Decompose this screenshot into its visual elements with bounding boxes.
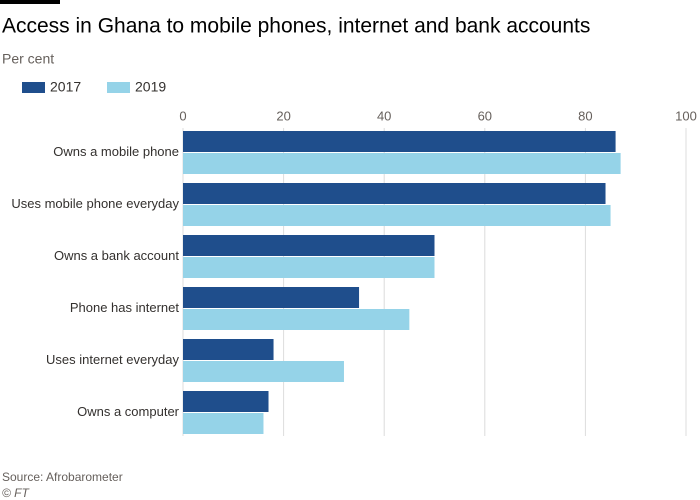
- x-tick-label: 40: [377, 108, 391, 123]
- x-tick-label: 100: [675, 108, 697, 123]
- chart-title: Access in Ghana to mobile phones, intern…: [2, 15, 590, 38]
- bar: [183, 391, 269, 412]
- legend-label: 2017: [50, 79, 81, 95]
- chart-subtitle: Per cent: [2, 51, 54, 67]
- y-tick-label: Uses internet everyday: [46, 352, 179, 367]
- y-tick-label: Phone has internet: [70, 300, 180, 315]
- bar: [183, 309, 410, 330]
- x-tick-label: 60: [478, 108, 492, 123]
- bar: [183, 183, 606, 204]
- bar: [183, 413, 264, 434]
- x-tick-label: 0: [179, 108, 186, 123]
- bar: [183, 131, 616, 152]
- bar: [183, 361, 344, 382]
- bar: [183, 235, 435, 256]
- legend-swatch: [107, 82, 130, 93]
- y-tick-label: Owns a mobile phone: [53, 144, 179, 159]
- bar: [183, 153, 621, 174]
- y-tick-label: Owns a bank account: [54, 248, 179, 263]
- credit: © FT: [2, 486, 31, 500]
- source: Source: Afrobarometer: [2, 470, 123, 484]
- bar: [183, 205, 611, 226]
- x-tick-label: 80: [578, 108, 592, 123]
- legend-swatch: [22, 82, 45, 93]
- legend-label: 2019: [135, 79, 166, 95]
- ft-bar: [0, 0, 60, 4]
- y-tick-label: Owns a computer: [77, 404, 180, 419]
- bar: [183, 257, 435, 278]
- bar: [183, 287, 360, 308]
- bar: [183, 339, 274, 360]
- y-tick-label: Uses mobile phone everyday: [11, 196, 179, 211]
- x-tick-label: 20: [276, 108, 290, 123]
